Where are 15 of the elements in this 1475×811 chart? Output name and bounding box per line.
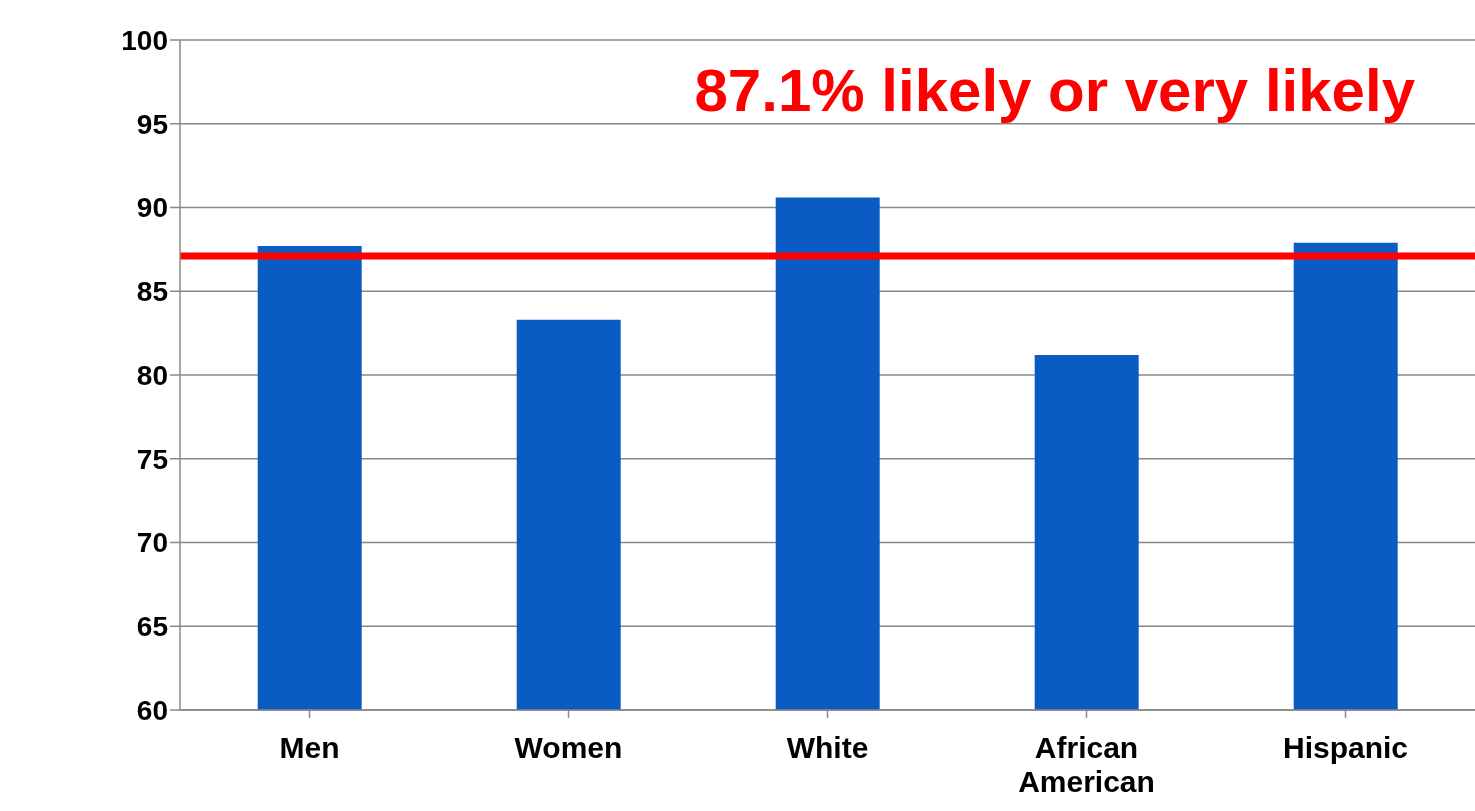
- y-tick-label: 65: [136, 611, 168, 643]
- ref-line-label: 87.1% likely or very likely: [694, 57, 1416, 125]
- y-tick-label: 80: [136, 359, 168, 391]
- y-tick-label: 100: [121, 24, 168, 56]
- x-tick-label: Women: [514, 731, 623, 764]
- y-tick-label: 70: [136, 527, 168, 559]
- y-tick-label: 90: [136, 192, 168, 224]
- x-tick-label: White: [786, 731, 869, 764]
- x-tick-label: Hispanic: [1282, 731, 1409, 764]
- y-tick-label: 75: [136, 443, 168, 475]
- y-tick-label: 85: [136, 276, 168, 308]
- y-tick-label: 60: [136, 694, 168, 726]
- x-tick-label: African American: [1018, 731, 1155, 798]
- y-tick-label: 95: [136, 108, 168, 140]
- x-tick-label: Men: [279, 731, 340, 764]
